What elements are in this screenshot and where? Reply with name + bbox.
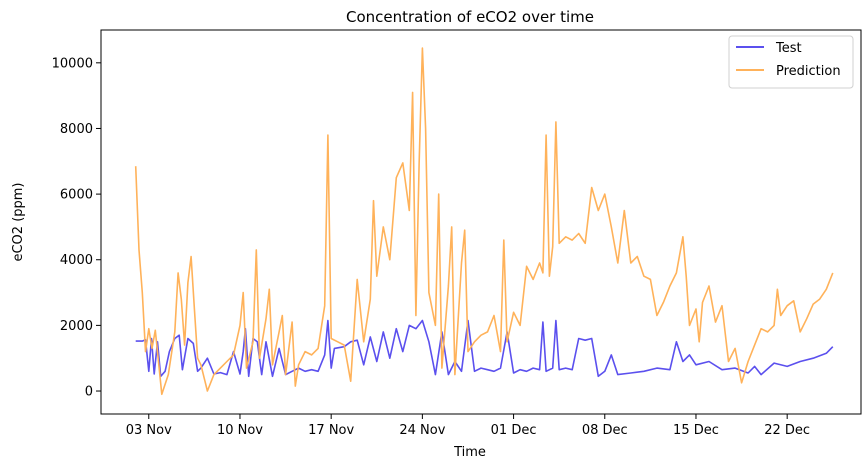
y-axis-title: eCO2 (ppm) [11, 182, 26, 261]
x-tick-label: 10 Nov [217, 423, 263, 438]
plot-frame [100, 29, 862, 415]
x-tick-label: 17 Nov [308, 423, 354, 438]
series-group [134, 47, 834, 396]
series-line-test [135, 319, 834, 378]
x-axis: 03 Nov 10 Nov 17 Nov 24 Nov 01 Dec 08 Dec 15 D… [126, 414, 810, 438]
legend: Test Prediction [728, 35, 854, 89]
chart-title: Concentration of eCO2 over time [346, 8, 594, 26]
x-tick-label: 01 Dec [491, 423, 537, 438]
y-tick-label: 2000 [60, 319, 93, 334]
y-tick-label: 8000 [60, 122, 93, 137]
series-line-prediction [134, 47, 834, 396]
y-tick-label: 4000 [60, 253, 93, 268]
legend-prediction-label: Prediction [776, 64, 841, 79]
y-axis: 0 2000 4000 6000 8000 10000 [52, 56, 101, 400]
x-tick-label: 22 Dec [764, 423, 810, 438]
x-tick-label: 15 Dec [673, 423, 719, 438]
x-tick-label: 03 Nov [126, 423, 172, 438]
x-axis-title: Time [453, 445, 486, 460]
x-tick-label: 24 Nov [399, 423, 445, 438]
legend-box [728, 35, 854, 89]
x-tick-label: 08 Dec [582, 423, 628, 438]
y-tick-label: 10000 [52, 56, 93, 71]
legend-test-label: Test [775, 41, 802, 56]
y-tick-label: 0 [85, 385, 93, 400]
y-tick-label: 6000 [60, 188, 93, 203]
